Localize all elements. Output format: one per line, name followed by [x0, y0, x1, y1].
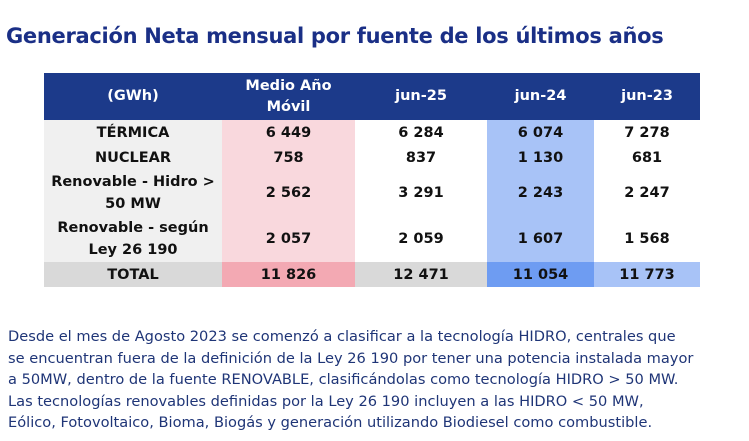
cell: 6 074: [487, 120, 594, 145]
header-row: (GWh) Medio Año Móvil jun-25 jun-24 jun-23: [44, 73, 700, 120]
table-row: Renovable - según Ley 26 190 2 057 2 059 1 …: [44, 216, 700, 262]
header-cell: Medio Año Móvil: [222, 73, 355, 120]
cell: 758: [222, 145, 355, 170]
cell: 2 243: [487, 170, 594, 216]
generation-table: (GWh) Medio Año Móvil jun-25 jun-24 jun-23 T…: [44, 73, 700, 287]
cell: 1 130: [487, 145, 594, 170]
cell: 12 471: [355, 262, 487, 287]
cell: 2 247: [594, 170, 700, 216]
note-line: Desde el mes de Agosto 2023 se comenzó a…: [8, 328, 676, 345]
cell: 6 449: [222, 120, 355, 145]
table-row: TÉRMICA 6 449 6 284 6 074 7 278: [44, 120, 700, 145]
cell: 1 607: [487, 216, 594, 262]
cell: 6 284: [355, 120, 487, 145]
cell: 1 568: [594, 216, 700, 262]
row-label: Renovable - Hidro > 50 MW: [44, 170, 222, 216]
note-line: a 50MW, dentro de la fuente RENOVABLE, c…: [8, 371, 679, 388]
header-cell: jun-24: [487, 73, 594, 120]
title: Generación Neta mensual por fuente de lo…: [6, 24, 664, 48]
cell: 3 291: [355, 170, 487, 216]
cell: 2 562: [222, 170, 355, 216]
note-line: Eólico, Fotovoltaico, Bioma, Biogás y ge…: [8, 414, 653, 431]
header-cell: (GWh): [44, 73, 222, 120]
header-cell: jun-25: [355, 73, 487, 120]
row-label: TÉRMICA: [44, 120, 222, 145]
note: Desde el mes de Agosto 2023 se comenzó a…: [8, 326, 693, 434]
cell: 2 059: [355, 216, 487, 262]
row-label: TOTAL: [44, 262, 222, 287]
cell: 7 278: [594, 120, 700, 145]
table-row: Renovable - Hidro > 50 MW 2 562 3 291 2 243…: [44, 170, 700, 216]
row-label: Renovable - según Ley 26 190: [44, 216, 222, 262]
cell: 681: [594, 145, 700, 170]
row-label: NUCLEAR: [44, 145, 222, 170]
table-row: TOTAL 11 826 12 471 11 054 11 773: [44, 262, 700, 287]
cell: 837: [355, 145, 487, 170]
cell: 11 054: [487, 262, 594, 287]
cell: 11 773: [594, 262, 700, 287]
cell: 2 057: [222, 216, 355, 262]
header-cell: jun-23: [594, 73, 700, 120]
table-row: NUCLEAR 758 837 1 130 681: [44, 145, 700, 170]
cell: 11 826: [222, 262, 355, 287]
note-line: Las tecnologías renovables definidas por…: [8, 392, 644, 410]
note-line: se encuentran fuera de la definición de …: [8, 349, 694, 367]
